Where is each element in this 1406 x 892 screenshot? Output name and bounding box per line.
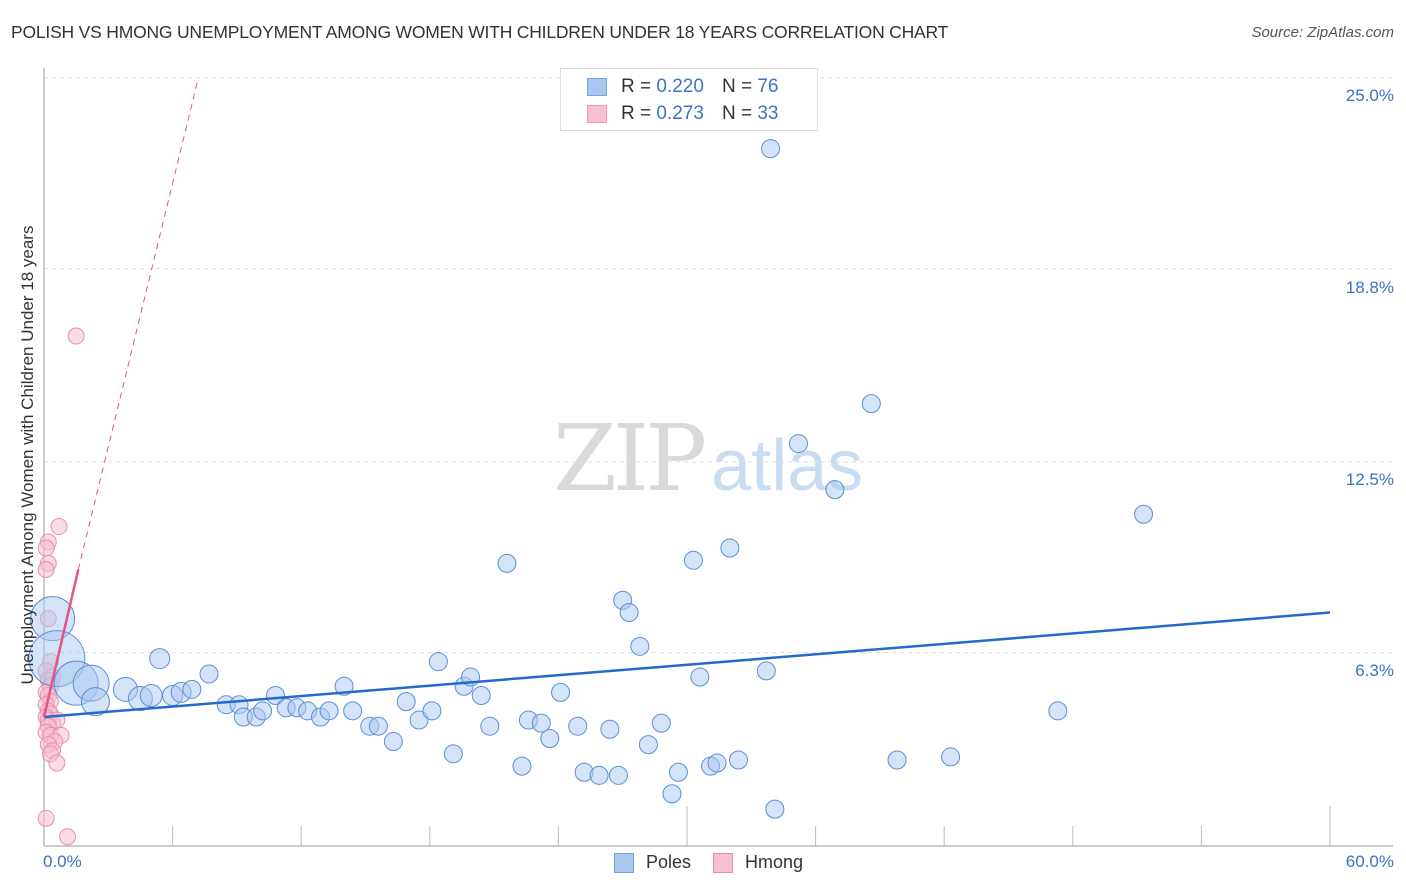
poles-data-point: [512, 756, 532, 776]
hmong-data-point: [50, 518, 68, 536]
poles-data-point: [265, 685, 285, 705]
poles-data-point: [253, 701, 273, 721]
legend-row-poles: R = 0.220 N = 76: [587, 75, 778, 99]
poles-data-point: [443, 744, 463, 764]
hmong-trendline: [42, 569, 80, 718]
poles-data-point: [139, 683, 163, 707]
legend-n-label: N =: [721, 103, 753, 124]
poles-data-point: [199, 664, 219, 684]
poles-data-point: [608, 765, 628, 785]
poles-data-point: [149, 648, 171, 670]
poles-data-point: [497, 553, 517, 573]
poles-data-point: [383, 732, 403, 752]
poles-data-point: [319, 701, 339, 721]
poles-data-point: [343, 701, 363, 721]
poles-data-point: [540, 728, 560, 748]
hmong-square-icon: [713, 852, 734, 873]
legend-r-label: R =: [621, 103, 652, 124]
legend-r-value: 0.220: [656, 76, 704, 97]
poles-data-point: [1048, 701, 1068, 721]
poles-data-point: [761, 139, 781, 159]
legend-item-poles[interactable]: Poles: [614, 852, 691, 873]
hmong-data-point: [48, 754, 66, 772]
poles-data-point: [531, 713, 551, 733]
y-axis-label: Unemployment Among Women with Children U…: [18, 225, 37, 685]
legend-n-value: 33: [757, 103, 779, 124]
legend-n-label: N =: [721, 76, 753, 97]
poles-data-point: [941, 747, 961, 767]
poles-data-point: [707, 753, 727, 773]
poles-data-point: [630, 636, 650, 656]
y-tick-6-3: 6.3%: [1355, 661, 1394, 680]
poles-data-point: [428, 652, 448, 672]
poles-data-point: [683, 550, 703, 570]
poles-data-point: [589, 765, 609, 785]
poles-data-point: [861, 394, 881, 414]
poles-swatch-icon: [587, 78, 607, 96]
hmong-trendline-extrapolated: [77, 77, 199, 570]
poles-data-point: [720, 538, 740, 558]
y-tick-12-5: 12.5%: [1345, 470, 1394, 489]
legend-label-hmong: Hmong: [745, 852, 804, 872]
correlation-legend: R = 0.220 N = 76 R = 0.273 N = 33: [560, 68, 818, 131]
poles-data-point: [80, 687, 110, 717]
hmong-data-point: [67, 327, 85, 345]
hmong-data-point: [37, 809, 55, 827]
x-tick-60: 60.0%: [1345, 852, 1394, 871]
poles-data-point: [368, 716, 388, 736]
legend-r-value: 0.273: [656, 103, 704, 124]
poles-data-point: [662, 784, 682, 804]
poles-data-point: [568, 716, 588, 736]
legend-item-hmong[interactable]: Hmong: [713, 852, 803, 873]
chart-title: POLISH VS HMONG UNEMPLOYMENT AMONG WOMEN…: [11, 22, 949, 42]
poles-data-point: [887, 750, 907, 770]
source-credit: Source: ZipAtlas.com: [1251, 24, 1394, 41]
legend-r-label: R =: [621, 76, 652, 97]
y-tick-25: 25.0%: [1345, 86, 1394, 105]
poles-data-point: [1134, 504, 1154, 524]
poles-data-point: [765, 799, 785, 819]
poles-trendline: [43, 611, 1331, 719]
poles-data-point: [728, 750, 748, 770]
poles-data-point: [182, 679, 202, 699]
poles-data-point: [600, 719, 620, 739]
poles-data-point: [422, 701, 442, 721]
poles-data-point: [480, 716, 500, 736]
poles-data-point: [396, 692, 416, 712]
poles-data-point: [668, 762, 688, 782]
poles-data-point: [825, 480, 845, 500]
poles-data-point: [690, 667, 710, 687]
poles-square-icon: [614, 852, 634, 873]
poles-data-point: [619, 603, 639, 623]
hmong-data-point: [37, 539, 55, 557]
series-legend: Poles Hmong: [614, 852, 825, 873]
poles-data-point: [638, 735, 658, 755]
poles-data-point: [756, 661, 776, 681]
poles-data-point: [551, 682, 571, 702]
hmong-data-point: [59, 828, 77, 846]
poles-data-point: [409, 710, 429, 730]
hmong-data-point: [37, 561, 55, 579]
hmong-swatch-icon: [587, 105, 607, 123]
y-tick-18-8: 18.8%: [1345, 278, 1394, 297]
poles-data-point: [471, 685, 491, 705]
poles-data-point: [334, 676, 354, 696]
legend-n-value: 76: [757, 76, 779, 97]
legend-label-poles: Poles: [646, 852, 692, 872]
poles-data-point: [788, 434, 808, 454]
x-tick-0: 0.0%: [43, 852, 82, 871]
poles-data-point: [651, 713, 671, 733]
legend-row-hmong: R = 0.273 N = 33: [587, 102, 778, 126]
